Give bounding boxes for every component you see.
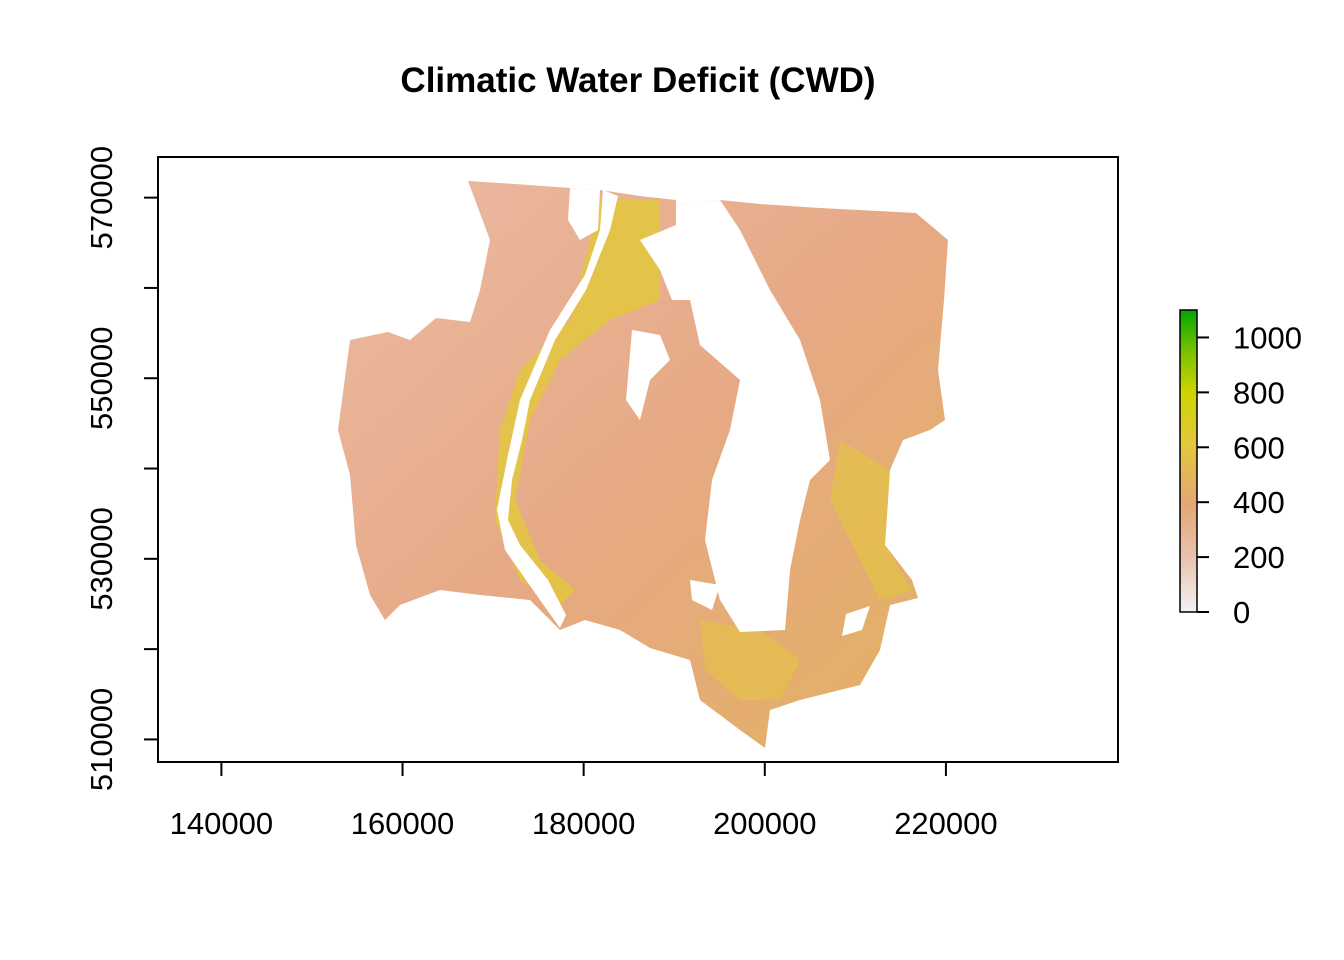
raster-high-zone [700, 620, 800, 700]
raster-high-zone [495, 200, 660, 605]
legend-tick-label: 0 [1233, 595, 1250, 630]
raster-river-gap [497, 190, 618, 628]
x-tick-label: 140000 [170, 806, 273, 841]
x-tick-label: 180000 [532, 806, 635, 841]
x-tick-label: 160000 [351, 806, 454, 841]
legend-tick-label: 800 [1233, 375, 1285, 410]
y-tick-label: 510000 [84, 688, 119, 791]
cwd-raster [338, 181, 948, 748]
chart-title: Climatic Water Deficit (CWD) [400, 61, 875, 100]
plot-frame [157, 156, 1119, 763]
raster-high-zone [830, 440, 912, 600]
raster-mask [568, 188, 600, 240]
legend-colorbar [1179, 309, 1198, 613]
legend-tick-label: 200 [1233, 540, 1285, 575]
y-tick-label: 530000 [84, 507, 119, 610]
legend-tick-label: 1000 [1233, 320, 1302, 355]
y-axis: 510000 530000 550000 570000 [84, 146, 158, 791]
y-tick-label: 550000 [84, 327, 119, 430]
x-axis: 140000 160000 180000 200000 220000 [170, 762, 998, 841]
color-legend: 0 200 400 600 800 1000 [1179, 309, 1302, 630]
raster-mask [690, 580, 720, 610]
x-tick-label: 220000 [894, 806, 997, 841]
legend-ticks: 0 200 400 600 800 1000 [1197, 320, 1302, 630]
raster-mask [640, 200, 830, 632]
legend-tick-label: 400 [1233, 485, 1285, 520]
legend-tick-label: 600 [1233, 430, 1285, 465]
raster-terrain [338, 181, 948, 748]
raster-mask [842, 606, 870, 636]
y-tick-label: 570000 [84, 146, 119, 249]
x-tick-label: 200000 [713, 806, 816, 841]
raster-mask [626, 330, 670, 420]
